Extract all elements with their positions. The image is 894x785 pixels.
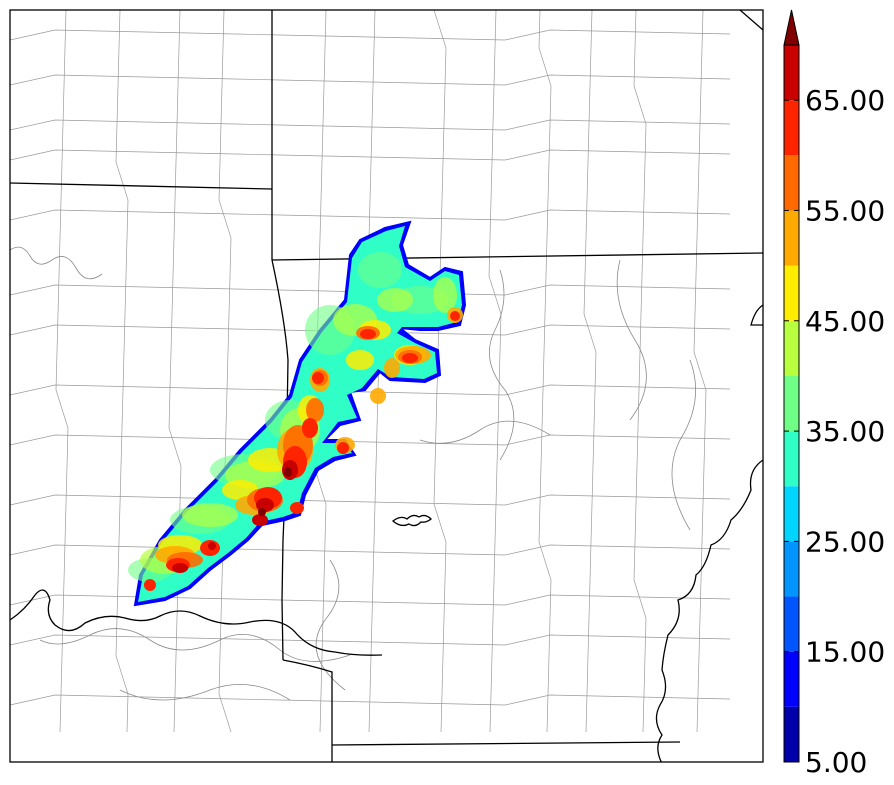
county-line bbox=[10, 544, 731, 556]
county-line bbox=[10, 594, 731, 606]
map-panel bbox=[9, 9, 764, 763]
colorbar-tick-label: 25.00 bbox=[805, 525, 885, 558]
echo-cell bbox=[252, 514, 268, 526]
colorbar-segment bbox=[784, 320, 799, 376]
colorbar-tick-label: 15.00 bbox=[805, 636, 885, 669]
colorbar-tick-label: 55.00 bbox=[805, 194, 885, 227]
county-line bbox=[115, 10, 129, 733]
colorbar-segment bbox=[784, 541, 799, 597]
colorbar-frame bbox=[783, 44, 800, 763]
colorbar-segment bbox=[784, 375, 799, 432]
colorbar-extend-outline bbox=[783, 9, 800, 46]
colorbar-ticks: 5.00 15.00 25.00 35.00 45.00 55.00 65.00 bbox=[784, 84, 885, 779]
county-line bbox=[693, 10, 707, 733]
river-lines bbox=[10, 246, 696, 701]
echo-cell bbox=[306, 398, 324, 422]
echo-cell bbox=[182, 503, 238, 527]
county-line bbox=[10, 74, 731, 86]
echo-cell bbox=[360, 329, 376, 339]
county-line bbox=[168, 10, 182, 733]
county-line bbox=[583, 10, 597, 733]
county-line bbox=[55, 10, 69, 733]
lake-shape bbox=[391, 514, 432, 527]
county-line bbox=[10, 209, 731, 221]
echo-cell bbox=[290, 502, 304, 514]
echo-cell bbox=[384, 358, 400, 378]
colorbar-tick-label: 5.00 bbox=[805, 746, 867, 779]
echo-cell bbox=[208, 542, 216, 550]
colorbar-segment bbox=[784, 431, 799, 487]
colorbar-segment bbox=[784, 596, 799, 652]
colorbar-segment bbox=[784, 265, 799, 321]
colorbar-extend-arrow bbox=[784, 10, 799, 45]
echo-cell bbox=[433, 277, 457, 313]
echo-cell bbox=[284, 467, 292, 477]
echo-cell bbox=[302, 418, 318, 438]
map-frame bbox=[9, 9, 764, 763]
county-line bbox=[218, 10, 232, 733]
colorbar-segment bbox=[784, 45, 799, 101]
county-line bbox=[10, 694, 731, 706]
echo-cell bbox=[358, 252, 402, 288]
echo-cell bbox=[377, 288, 413, 312]
echo-cell bbox=[370, 388, 386, 404]
colorbar-tick-label: 35.00 bbox=[805, 415, 885, 448]
colorbar-segments bbox=[784, 45, 799, 762]
colorbar-segment bbox=[784, 155, 799, 211]
echo-cell bbox=[402, 353, 418, 363]
echo-cell bbox=[346, 350, 374, 370]
colorbar-segment bbox=[784, 100, 799, 156]
colorbar: 5.00 15.00 25.00 35.00 45.00 55.00 65.00 bbox=[783, 9, 885, 779]
echo-cell bbox=[172, 563, 188, 573]
county-boundaries bbox=[10, 10, 731, 733]
county-line bbox=[488, 10, 502, 733]
county-line bbox=[633, 10, 647, 733]
county-line bbox=[538, 10, 552, 733]
colorbar-tick-label: 65.00 bbox=[805, 84, 885, 117]
echo-cell bbox=[144, 579, 156, 591]
colorbar-segment bbox=[784, 651, 799, 707]
colorbar-segment bbox=[784, 210, 799, 266]
echo-cell bbox=[337, 442, 349, 454]
echo-cell bbox=[258, 508, 266, 516]
colorbar-tick-label: 45.00 bbox=[805, 305, 885, 338]
colorbar-segment bbox=[784, 706, 799, 762]
echo-cell bbox=[450, 311, 460, 321]
county-line bbox=[10, 494, 731, 506]
county-line bbox=[10, 149, 731, 161]
reflectivity-field bbox=[128, 220, 467, 607]
echo-cell bbox=[312, 372, 324, 384]
county-line bbox=[10, 29, 731, 41]
county-line bbox=[10, 634, 731, 646]
county-line bbox=[10, 119, 731, 131]
colorbar-segment bbox=[784, 486, 799, 542]
